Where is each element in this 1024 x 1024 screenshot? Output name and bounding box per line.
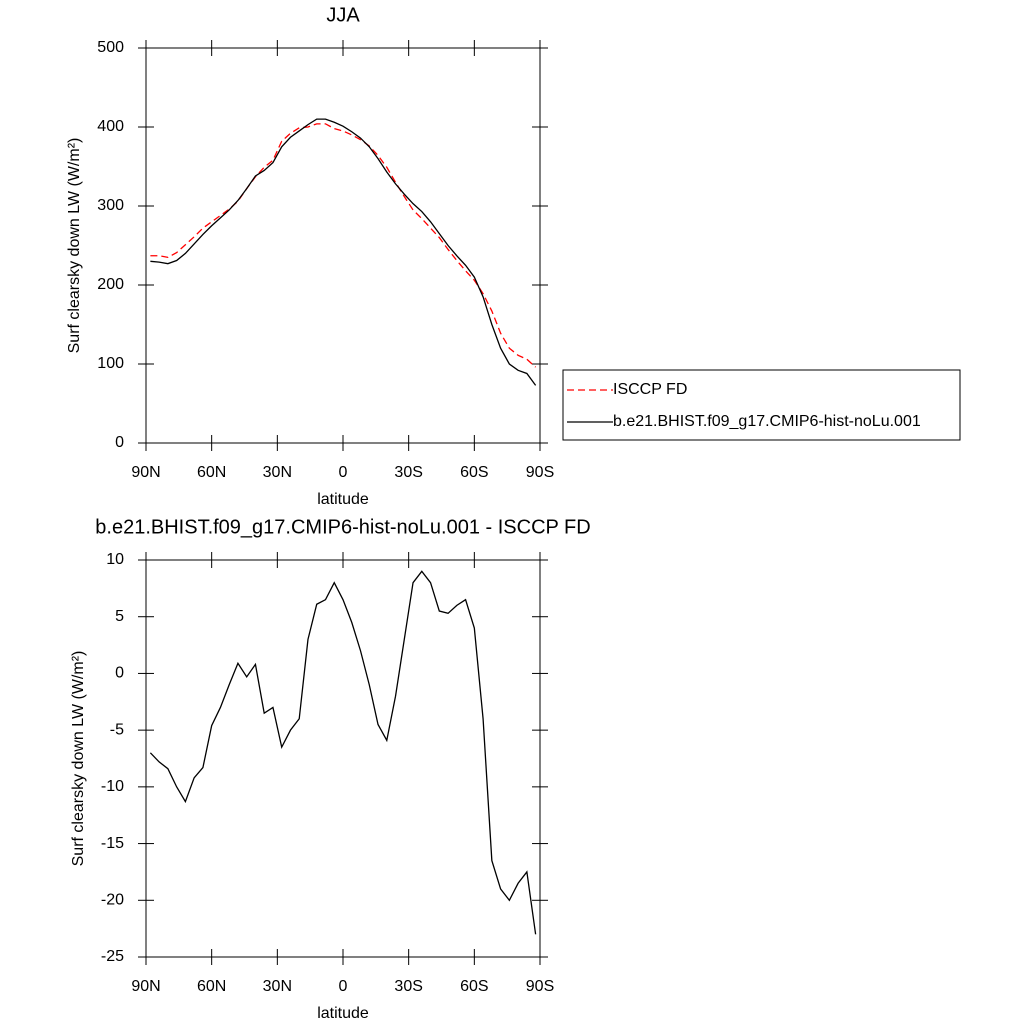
- data-line: [150, 118, 537, 386]
- x-tick-label: 90S: [526, 464, 554, 481]
- x-tick-label: 30S: [394, 978, 422, 995]
- y-tick-label: -25: [101, 948, 124, 965]
- data-line: [149, 570, 537, 935]
- x-tick-label: 60S: [460, 978, 488, 995]
- legend-label: b.e21.BHIST.f09_g17.CMIP6-hist-noLu.001: [613, 413, 921, 430]
- x-tick-label: 30N: [263, 978, 292, 995]
- y-tick-label: -20: [101, 892, 124, 909]
- y-tick-label: 0: [115, 665, 124, 682]
- x-tick-label: 90S: [526, 978, 554, 995]
- y-tick-label: 500: [97, 39, 124, 56]
- x-tick-label: 30S: [394, 464, 422, 481]
- plot-frame: [145, 47, 541, 444]
- y-tick-label: 100: [97, 355, 124, 372]
- x-tick-label: 0: [339, 464, 348, 481]
- y-tick-label: 400: [97, 118, 124, 135]
- chart-title: JJA: [326, 4, 360, 26]
- legend-label: ISCCP FD: [613, 381, 687, 398]
- data-line: [150, 123, 537, 368]
- x-tick-label: 0: [339, 978, 348, 995]
- x-tick-label: 30N: [263, 464, 292, 481]
- chart-title: b.e21.BHIST.f09_g17.CMIP6-hist-noLu.001 …: [95, 516, 590, 538]
- x-tick-label: 60S: [460, 464, 488, 481]
- y-tick-label: -10: [101, 778, 124, 795]
- legend-box: [562, 369, 961, 441]
- x-tick-label: 60N: [197, 464, 226, 481]
- x-axis-label: latitude: [317, 1005, 369, 1022]
- y-tick-label: 200: [97, 276, 124, 293]
- x-tick-label: 90N: [131, 464, 160, 481]
- y-tick-label: 300: [97, 197, 124, 214]
- y-tick-label: 0: [115, 434, 124, 451]
- y-tick-label: -5: [110, 721, 124, 738]
- y-axis-label: Surf clearsky down LW (W/m²): [70, 651, 87, 867]
- y-tick-label: -15: [101, 835, 124, 852]
- y-axis-label: Surf clearsky down LW (W/m²): [66, 138, 83, 354]
- x-tick-label: 90N: [131, 978, 160, 995]
- y-tick-label: 10: [106, 551, 124, 568]
- x-axis-label: latitude: [317, 491, 369, 508]
- x-tick-label: 60N: [197, 978, 226, 995]
- y-tick-label: 5: [115, 608, 124, 625]
